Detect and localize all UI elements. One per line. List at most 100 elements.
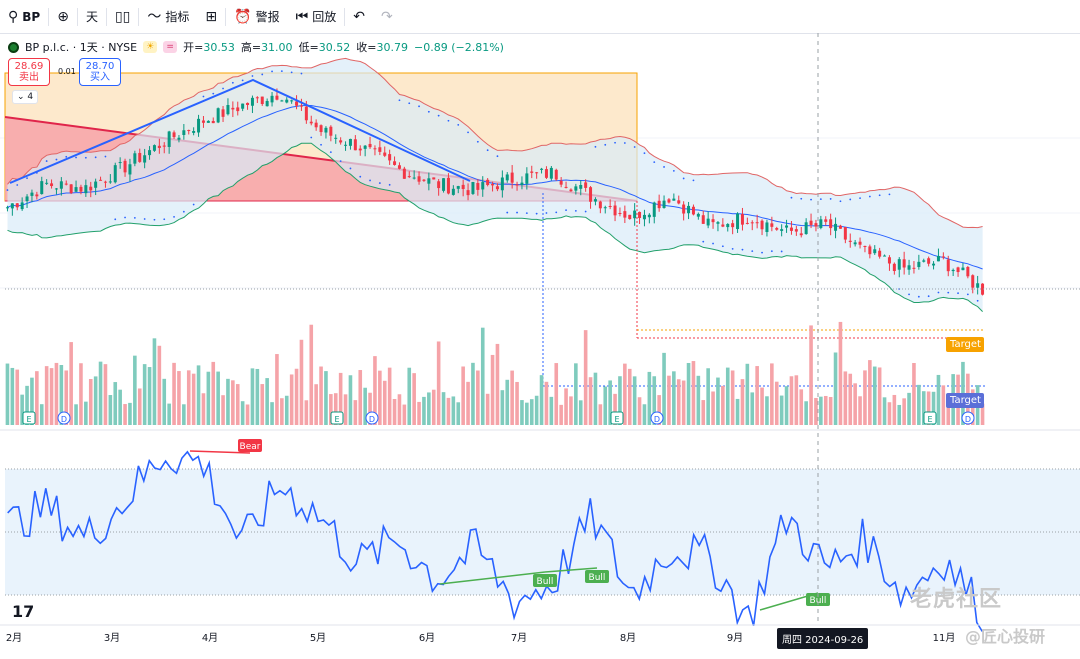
volume-bar	[84, 401, 88, 425]
volume-bar	[564, 388, 568, 425]
dividend-marker[interactable]: D	[650, 411, 664, 425]
symbol-search[interactable]: ⚲ BP	[0, 0, 48, 33]
volume-bar	[231, 380, 235, 425]
compare-button[interactable]: ⊕	[49, 0, 77, 33]
candle-body	[211, 120, 215, 124]
volume-bar	[574, 363, 578, 425]
volume-bar	[578, 400, 583, 425]
sar-dot	[957, 292, 959, 295]
marker-shape	[57, 411, 71, 425]
volume-bar	[613, 393, 617, 425]
sar-dot	[761, 251, 763, 254]
candle-body	[569, 189, 573, 192]
volume-bar	[740, 379, 745, 425]
candle-body	[829, 219, 833, 229]
volume-bar	[897, 404, 902, 425]
buy-button[interactable]: 28.70 买入	[79, 58, 121, 86]
candle-body	[250, 97, 254, 106]
candle-body	[652, 202, 656, 217]
dividend-marker[interactable]: D	[57, 411, 71, 425]
earnings-marker[interactable]: E	[22, 411, 36, 425]
candle-body	[476, 183, 480, 190]
indicators-icon: 〜	[147, 8, 162, 25]
candle-body	[814, 223, 818, 227]
candle-body	[554, 169, 558, 180]
candle-body	[760, 220, 764, 230]
sar-dot	[496, 155, 499, 158]
alerts-button[interactable]: ⏰ 警报	[226, 0, 287, 33]
volume-bar	[265, 378, 269, 425]
volume-bar	[819, 396, 823, 425]
candle-body	[559, 180, 563, 185]
divergence-label: Bear	[240, 442, 261, 452]
interval-button[interactable]: 天	[78, 0, 106, 33]
candle-body	[932, 263, 936, 266]
candle-body	[373, 148, 377, 150]
target-badge-orange[interactable]: Target	[946, 337, 984, 352]
volume-bar	[64, 370, 69, 425]
candle-body	[789, 227, 793, 231]
earnings-marker[interactable]: E	[610, 411, 624, 425]
tradingview-logo[interactable]: 17	[12, 602, 35, 621]
earnings-marker[interactable]: E	[923, 411, 937, 425]
marker-shape	[961, 411, 975, 425]
collapse-indicators-button[interactable]: ⌄ 4	[12, 90, 39, 104]
rewind-icon: ⏮	[295, 8, 309, 25]
volume-bar	[275, 354, 279, 425]
sar-dot	[917, 295, 920, 298]
replay-button[interactable]: ⏮ 回放	[288, 0, 345, 33]
candle-body	[549, 167, 553, 179]
dividend-marker[interactable]: D	[365, 411, 379, 425]
candle-body	[495, 186, 499, 190]
candle-body	[84, 185, 88, 194]
redo-button[interactable]: ↷	[373, 0, 401, 33]
volume-bar	[118, 389, 122, 425]
indicators-button[interactable]: 〜 指标	[139, 0, 197, 33]
chart-type-button[interactable]: ▯▯	[107, 0, 138, 33]
sar-dot	[849, 198, 852, 201]
volume-bar	[216, 371, 220, 425]
volume-bar	[172, 362, 176, 425]
dividend-marker[interactable]: D	[961, 411, 975, 425]
sar-dot	[320, 143, 322, 146]
volume-bar	[588, 377, 593, 425]
volume-bar	[280, 398, 284, 425]
bollinger-fill	[7, 58, 983, 312]
candle-body	[30, 192, 34, 196]
sar-dot	[378, 182, 381, 184]
volume-bar	[926, 391, 931, 425]
candle-body	[794, 229, 798, 232]
volume-bar	[407, 367, 412, 425]
volume-bar	[412, 373, 416, 425]
volume-bar	[59, 364, 64, 425]
undo-button[interactable]: ↶	[345, 0, 373, 33]
divergence-badge	[533, 574, 557, 587]
sell-button[interactable]: 28.69 卖出	[8, 58, 50, 86]
grid-icon: ⊞	[205, 8, 218, 25]
candle-body	[775, 228, 779, 230]
sar-dot	[437, 114, 440, 117]
volume-bar	[436, 341, 441, 425]
candle-body	[603, 207, 607, 209]
sar-dot	[241, 79, 244, 82]
earnings-marker[interactable]: E	[330, 411, 344, 425]
candle-body	[334, 137, 338, 139]
marker-label: E	[334, 415, 339, 424]
trend-lines[interactable]	[9, 78, 471, 184]
volume-bar	[789, 376, 794, 425]
candle-body	[691, 206, 695, 215]
sar-dot	[966, 293, 969, 296]
volume-bar	[294, 368, 299, 425]
legend-title[interactable]: BP p.l.c. · 1天 · NYSE	[25, 41, 138, 54]
marker-shape	[650, 411, 664, 425]
candle-body	[863, 245, 867, 247]
candle-body	[422, 179, 426, 181]
target-badge-blue[interactable]: Target	[946, 393, 984, 408]
volume-bar	[642, 404, 647, 425]
candle-body	[672, 198, 676, 201]
candle-body	[981, 283, 985, 295]
layout-button[interactable]: ⊞	[197, 0, 225, 33]
